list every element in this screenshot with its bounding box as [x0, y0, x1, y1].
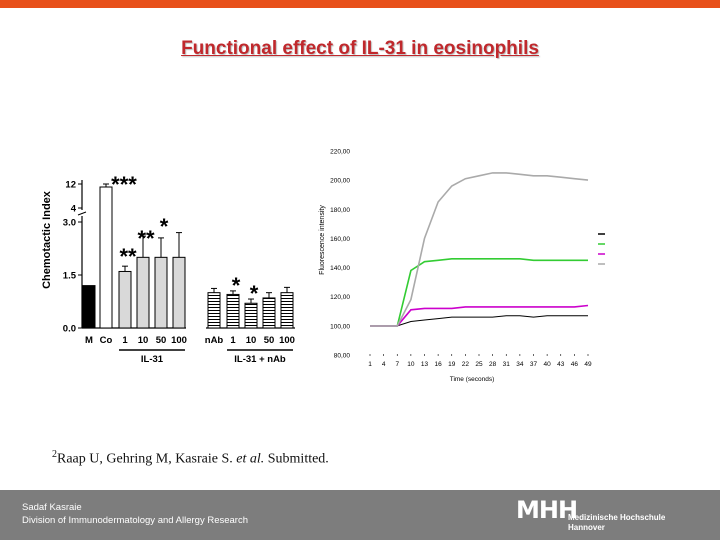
bar-category-label: 100 [279, 335, 295, 346]
bar-category-label: 50 [156, 335, 167, 346]
significance-marker: ** [137, 226, 155, 251]
bar-axis-break-mark [77, 211, 87, 216]
bar-category-label: 1 [230, 335, 236, 346]
group-label: IL-31 + nAb [234, 354, 286, 365]
line-x-tick-label: 16 [435, 361, 443, 368]
bar-y-tick-label: 12 [65, 180, 76, 191]
bar-category-label: 1 [122, 335, 128, 346]
line-x-tick-label: 25 [475, 361, 483, 368]
top-accent-bar [0, 0, 720, 8]
bar-9 [262, 297, 276, 329]
footer-bar: Sadaf Kasraie Division of Immunodermatol… [0, 490, 720, 540]
bar-6 [207, 292, 221, 329]
bar-category-label: M [85, 335, 93, 346]
bar-10 [280, 292, 294, 329]
line-y-tick-label: 200,00 [330, 178, 350, 185]
bar-chart-bars [82, 183, 294, 329]
line-x-tick-label: 10 [407, 361, 415, 368]
footer-division: Division of Immunodermatology and Allerg… [22, 515, 248, 526]
reference-number: 2 [52, 449, 57, 460]
chemotaxis-bar-chart: Chemotactic Index 0.0 1.5 3.0 4 12 M Co 1 10 50 1… [41, 172, 295, 365]
bar-category-label: 50 [264, 335, 275, 346]
line-x-tick-label: 34 [516, 361, 524, 368]
logo-text-line1: Medizinische Hochschule [568, 513, 666, 522]
bar-category-label: 10 [246, 335, 257, 346]
line-y-tick-label: 160,00 [330, 236, 350, 243]
line-x-tick-label: 4 [382, 361, 386, 368]
line-x-tick-label: 28 [489, 361, 497, 368]
line-y-tick-label: 100,00 [330, 323, 350, 330]
reference-authors: Raap U, Gehring M, Kasraie S. [57, 451, 237, 467]
line-x-tick-label: 40 [544, 361, 552, 368]
line-x-tick-label: 31 [503, 361, 511, 368]
bar-y-tick-label: 0.0 [63, 324, 76, 335]
line-chart-y-axis-label: Fluorescence intensity [319, 205, 326, 275]
group-label: IL-31 [141, 354, 164, 365]
bar-5 [172, 256, 186, 329]
slide-title: Functional effect of IL-31 in eosinophil… [181, 38, 539, 59]
line-chart-x-axis-label: Time (seconds) [450, 376, 495, 383]
significance-marker: * [250, 281, 259, 306]
bar-category-label: 10 [138, 335, 149, 346]
footer-author-name: Sadaf Kasraie [22, 502, 82, 513]
significance-marker: *** [111, 172, 137, 197]
bar-3 [136, 256, 150, 329]
line-x-tick-label: 22 [462, 361, 470, 368]
line-chart-legend: MediumIL31 100ngIL31 100ng + Block (aIL3… [598, 233, 605, 265]
significance-marker: * [232, 273, 241, 298]
line-x-tick-label: 37 [530, 361, 538, 368]
series-line-0 [370, 315, 588, 327]
significance-marker: * [160, 214, 169, 239]
logo-text-line2: Hannover [568, 523, 605, 532]
series-line-2 [370, 304, 589, 327]
series-line-1 [370, 258, 588, 327]
line-x-tick-label: 43 [557, 361, 565, 368]
line-x-tick-label: 7 [395, 361, 399, 368]
fluorescence-line-chart: Fluorescence intensity 80,00 100,00 120,00… [319, 149, 605, 383]
bar-y-tick-label: 1.5 [63, 271, 77, 282]
bar-category-label: Co [100, 335, 113, 346]
bar-chart-y-axis-label: Chemotactic Index [41, 190, 53, 289]
reference-citation: 2Raap U, Gehring M, Kasraie S. et al. Su… [52, 449, 329, 468]
bar-7 [226, 293, 240, 329]
bar-y-tick-label: 3.0 [63, 218, 76, 229]
footer-author: Sadaf Kasraie Division of Immunodermatol… [22, 501, 248, 527]
line-y-tick-label: 120,00 [330, 294, 350, 301]
line-y-tick-label: 140,00 [330, 265, 350, 272]
bar-4 [154, 256, 168, 329]
bar-y-tick-label: 4 [71, 204, 77, 215]
bar-1 [99, 186, 113, 329]
line-y-tick-label: 80,00 [334, 353, 351, 360]
mhh-logo-text: Medizinische Hochschule Hannover [568, 513, 665, 533]
line-y-tick-label: 220,00 [330, 149, 350, 156]
mhh-logo-mark: MHH [516, 496, 578, 524]
line-chart-series [370, 172, 589, 327]
mhh-logo: MHH Medizinische Hochschule Hannover [516, 496, 706, 536]
line-y-tick-label: 180,00 [330, 207, 350, 214]
line-chart-axes: 80,00 100,00 120,00 140,00 160,00 180,00 200,0… [330, 149, 592, 369]
bar-category-label: 100 [171, 335, 187, 346]
line-x-tick-label: 49 [584, 361, 592, 368]
bar-2 [118, 270, 132, 329]
bar-8 [244, 302, 258, 329]
line-x-tick-label: 46 [571, 361, 579, 368]
reference-status: Submitted. [264, 451, 329, 467]
line-x-tick-label: 13 [421, 361, 429, 368]
significance-marker: ** [119, 244, 137, 269]
line-x-tick-label: 1 [368, 361, 372, 368]
bar-0 [82, 285, 96, 329]
series-line-3 [370, 172, 589, 327]
reference-etal: et al. [236, 451, 265, 467]
line-x-tick-label: 19 [448, 361, 456, 368]
bar-category-label: nAb [205, 335, 224, 346]
